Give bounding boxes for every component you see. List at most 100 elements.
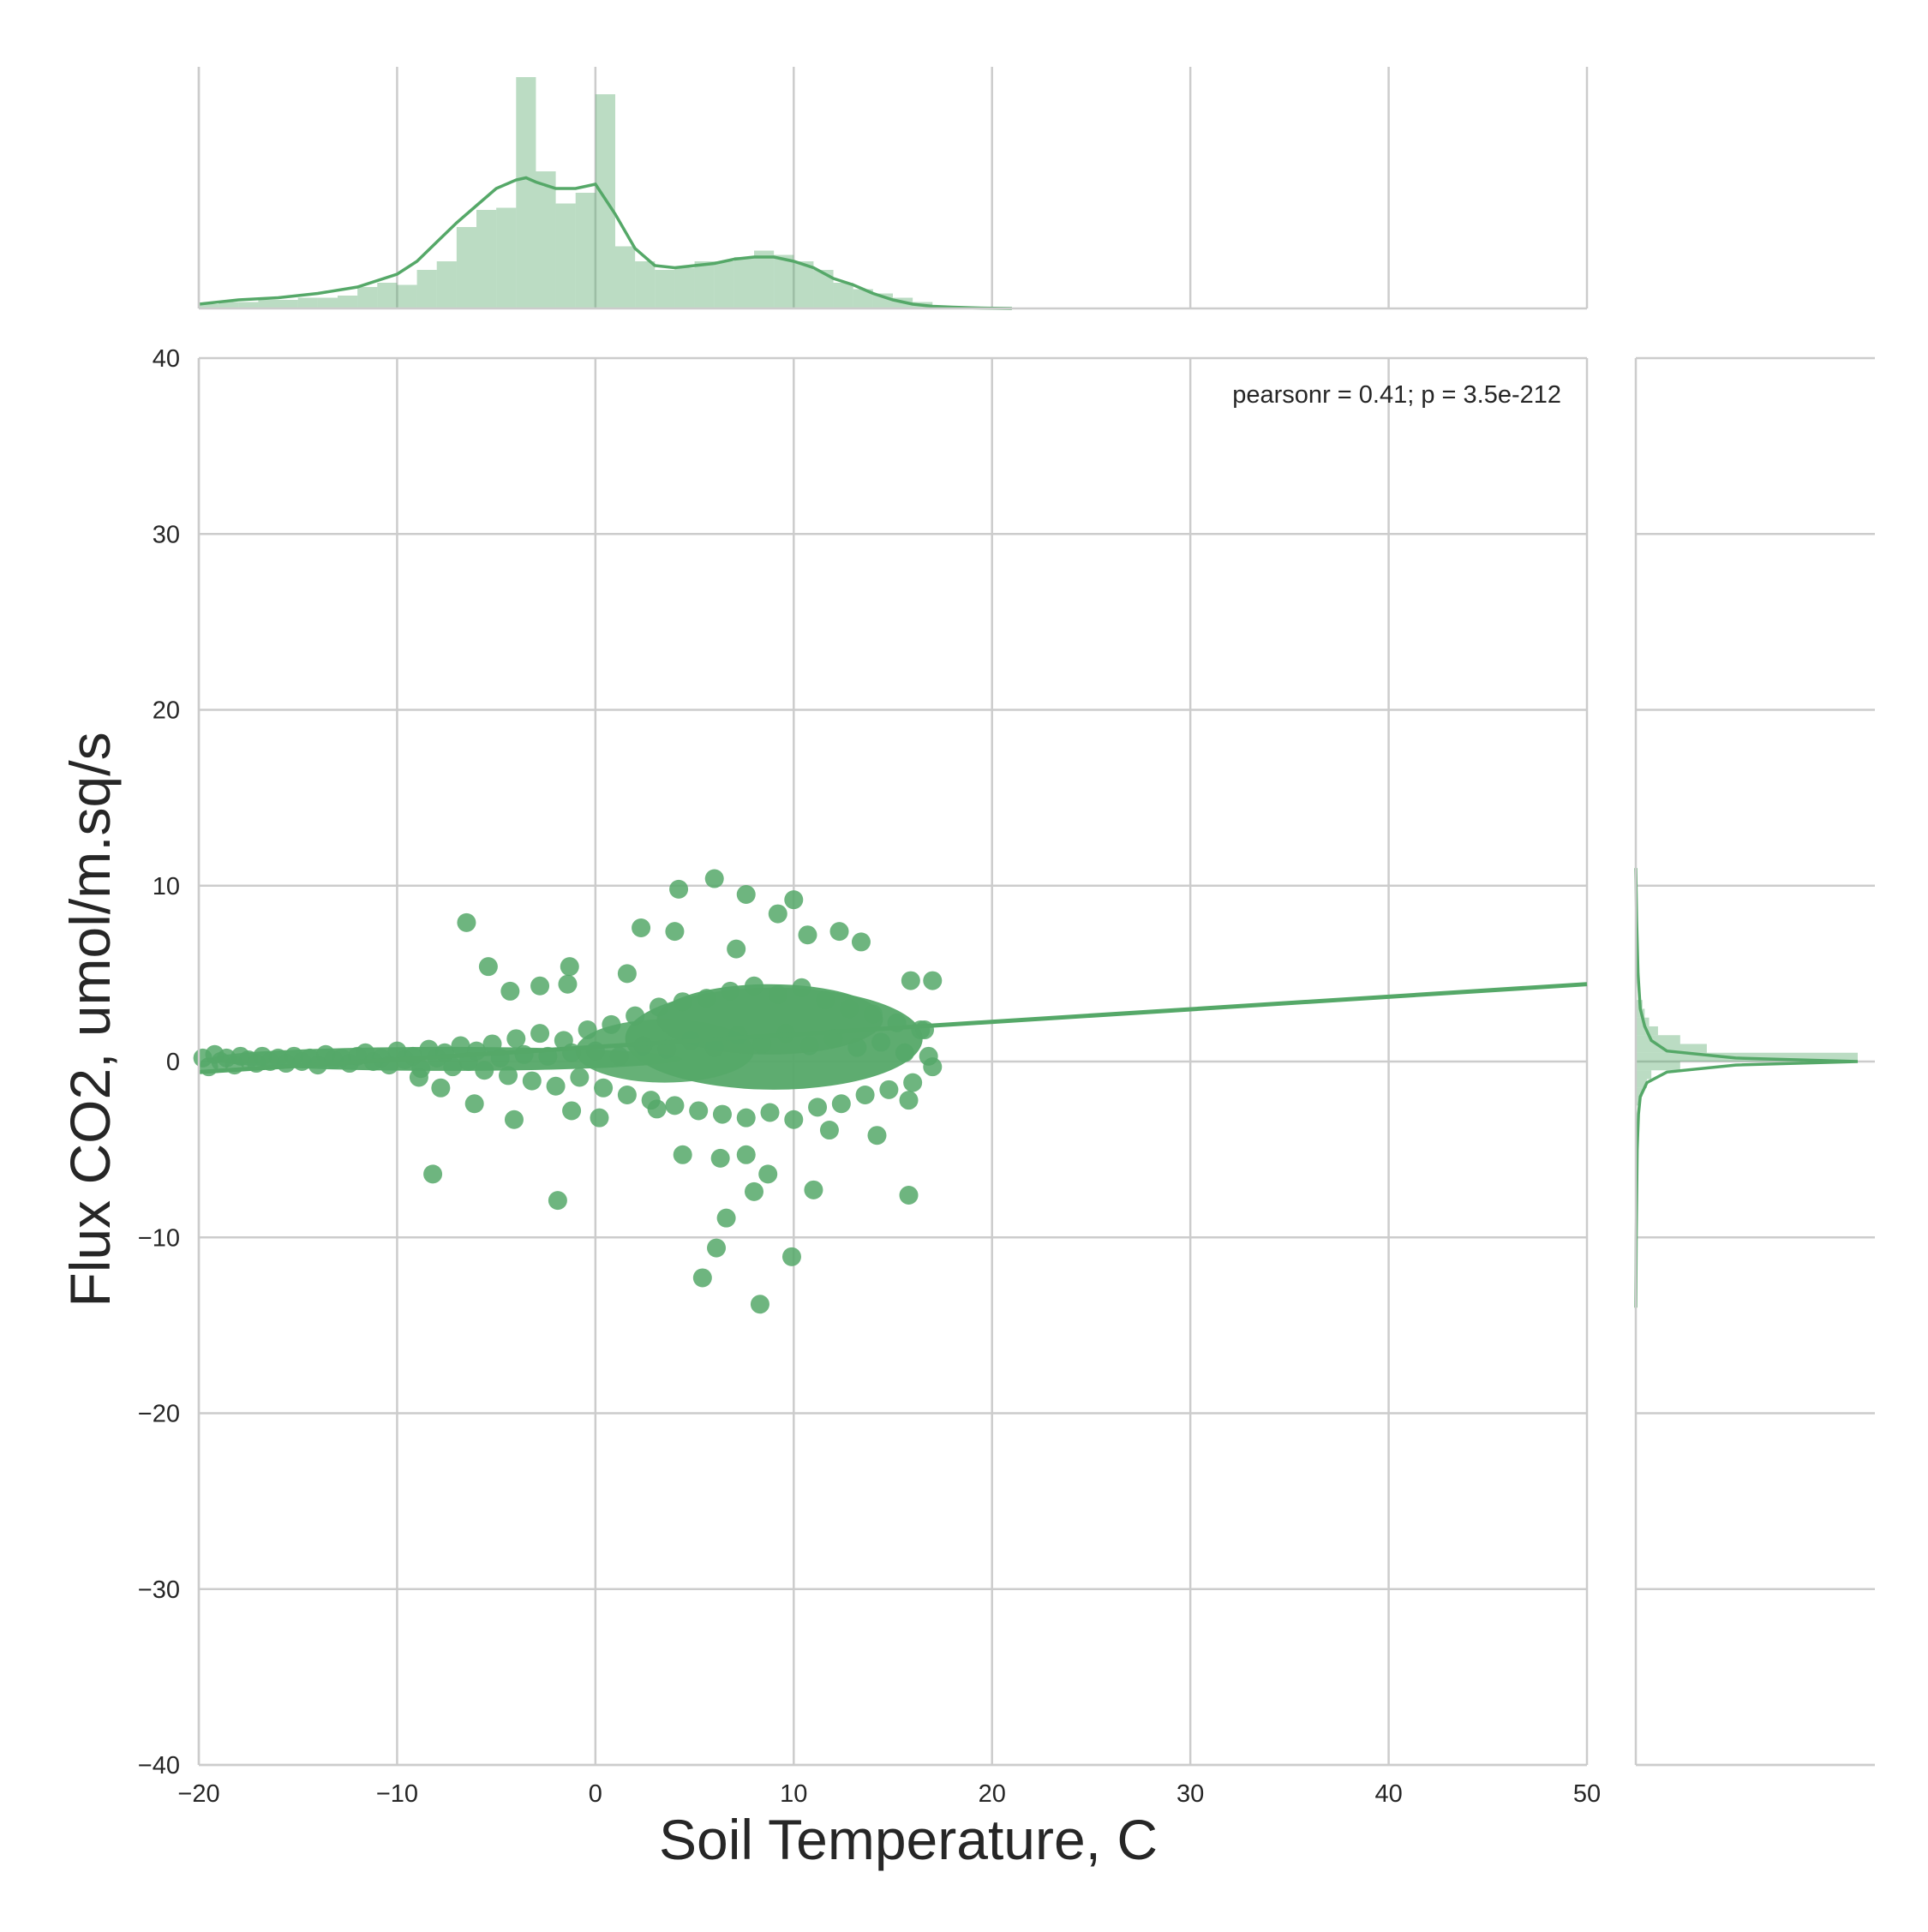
scatter-point — [901, 971, 920, 990]
scatter-point — [899, 1185, 919, 1205]
top-hist-bar — [496, 207, 517, 308]
scatter-point — [443, 1057, 463, 1077]
scatter-point — [736, 1108, 756, 1127]
y-tick-label: −40 — [138, 1752, 180, 1779]
scatter-point — [915, 1020, 935, 1040]
scatter-point — [863, 1004, 883, 1024]
top-hist-bar — [516, 77, 536, 308]
scatter-point — [431, 1078, 451, 1098]
x-tick-label: 20 — [979, 1780, 1006, 1808]
scatter-point — [784, 890, 804, 910]
top-hist-bar — [674, 267, 695, 308]
top-hist-bar — [714, 261, 734, 308]
scatter-point — [522, 1071, 542, 1091]
scatter-point — [673, 992, 692, 1012]
scatter-point — [665, 922, 685, 942]
scatter-point — [689, 1101, 709, 1121]
scatter-point — [808, 1098, 828, 1117]
scatter-point — [704, 1038, 724, 1057]
scatter-point — [712, 1104, 732, 1124]
x-tick-label: 10 — [780, 1780, 807, 1808]
regression-line — [198, 982, 1588, 1074]
scatter-point — [504, 1110, 524, 1129]
top-hist-bar — [357, 287, 378, 308]
scatter-point — [745, 976, 763, 996]
scatter-point — [499, 1066, 518, 1086]
top-hist-bar — [833, 283, 853, 308]
top-hist-bar — [536, 171, 556, 308]
scatter-point — [851, 932, 871, 952]
top-hist-bar — [575, 193, 596, 308]
top-hist-bar — [733, 257, 754, 308]
top-hist-bar — [199, 304, 219, 308]
x-tick-label: −10 — [376, 1780, 418, 1808]
top-hist-bar — [615, 246, 636, 308]
scatter-point — [707, 1238, 727, 1258]
scatter-point — [879, 1080, 899, 1099]
right-hist-bar — [1636, 1097, 1641, 1106]
scatter-point — [895, 1043, 914, 1062]
y-tick-label: −20 — [138, 1401, 180, 1428]
scatter-point — [594, 1078, 614, 1098]
scatter-point — [903, 1073, 923, 1092]
scatter-point — [728, 1026, 748, 1045]
scatter-point — [692, 1268, 712, 1288]
scatter-point — [923, 971, 943, 990]
scatter-point — [530, 976, 550, 996]
top-hist-bar — [278, 300, 298, 308]
scatter-point — [570, 1068, 590, 1087]
scatter-point — [721, 981, 740, 1001]
scatter-point — [768, 904, 787, 924]
scatter-point — [899, 1091, 919, 1110]
x-tick-label: 30 — [1177, 1780, 1204, 1808]
scatter-point — [478, 957, 498, 977]
pearson-annotation: pearsonr = 0.41; p = 3.5e-212 — [1232, 381, 1561, 409]
right-hist-bar — [1636, 1044, 1707, 1053]
scatter-point — [562, 1101, 582, 1121]
scatter-point — [760, 1103, 780, 1122]
scatter-point — [829, 922, 849, 942]
y-axis-label: Flux CO2, umol/m.sq/s — [58, 732, 122, 1307]
scatter-point — [716, 1208, 736, 1228]
scatter-point — [514, 1044, 534, 1064]
scatter-point — [649, 997, 668, 1017]
top-hist-bar — [635, 261, 656, 308]
x-axis-label: Soil Temperature, C — [659, 1808, 1158, 1871]
y-tick-label: 30 — [153, 521, 180, 548]
scatter-point — [558, 974, 578, 994]
scatter-point — [867, 1126, 887, 1145]
scatter-point — [590, 1108, 609, 1127]
scatter-point — [609, 1046, 629, 1066]
scatter-point — [736, 1145, 756, 1164]
scatter-point — [665, 1096, 685, 1116]
scatter-point — [632, 918, 651, 938]
scatter-point — [530, 1024, 550, 1044]
scatter-point — [758, 1164, 778, 1184]
y-tick-label: −30 — [138, 1576, 180, 1604]
main-panel: −20 −10 0 10 20 30 40 50 −40 −30 −20 −10 0 10 20 30 40 pe… — [58, 345, 1601, 1871]
scatter-point — [847, 1038, 867, 1057]
scatter-point — [673, 1145, 692, 1164]
scatter-point — [546, 1076, 566, 1096]
y-tick-label: 0 — [166, 1049, 180, 1076]
scatter-point — [704, 869, 724, 888]
top-hist-bar — [754, 250, 775, 308]
top-hist-bar — [297, 297, 318, 308]
scatter-point — [816, 990, 835, 1010]
y-tick-label: 40 — [153, 345, 180, 373]
right-hist-bar — [1636, 1035, 1680, 1044]
scatter-point — [840, 999, 859, 1019]
top-hist-bar — [476, 210, 497, 308]
top-hist-bar — [655, 270, 675, 308]
top-hist-bar — [377, 283, 398, 308]
scatter-point — [482, 1034, 502, 1054]
x-tick-label: 0 — [589, 1780, 602, 1808]
top-hist-bar — [694, 261, 715, 308]
top-hist-bar — [397, 284, 417, 308]
scatter-point — [745, 1181, 763, 1201]
scatter-point — [804, 1180, 823, 1199]
right-marginal — [1634, 356, 1875, 1767]
scatter-point — [819, 1121, 839, 1140]
top-hist-bar — [238, 302, 259, 308]
